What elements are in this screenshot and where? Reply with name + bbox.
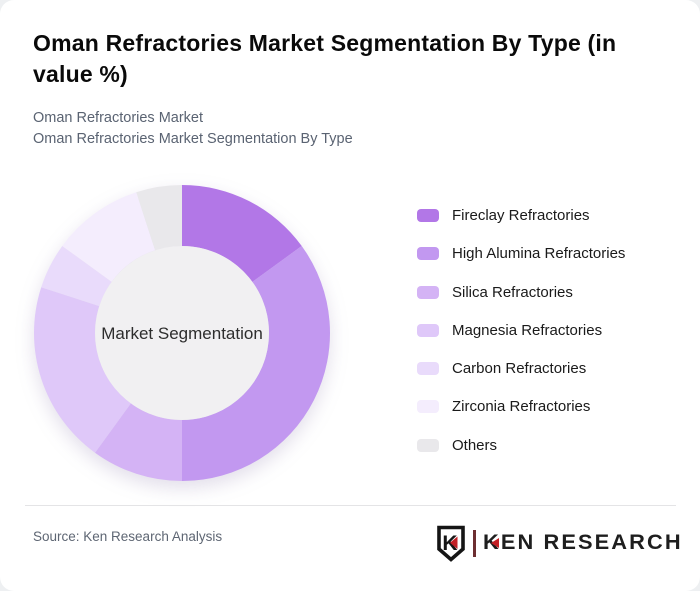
donut-chart: Market Segmentation	[33, 185, 330, 481]
subtitle-line-2: Oman Refractories Market Segmentation By…	[33, 131, 353, 147]
legend-item-silica-refractories: Silica Refractories	[417, 284, 625, 301]
donut-chart-area: Market Segmentation	[32, 183, 332, 483]
legend-item-others: Others	[417, 437, 625, 454]
legend-swatch-zirconia-refractories	[417, 400, 439, 414]
page-title: Oman Refractories Market Segmentation By…	[33, 30, 617, 87]
donut-segment-zirconia-refractories	[62, 192, 156, 282]
logo-text: KEN RESEARCH	[482, 531, 683, 554]
donut-segment-magnesia-refractories	[33, 287, 131, 453]
donut-center-circle	[95, 246, 269, 420]
legend-item-zirconia-refractories: Zirconia Refractories	[417, 398, 625, 415]
logo-divider	[472, 529, 476, 557]
legend-swatch-fireclay-refractories	[417, 209, 439, 222]
legend-label-carbon-refractories: Carbon Refractories	[452, 360, 587, 378]
ken-research-shield-icon: K	[437, 525, 465, 562]
legend-item-magnesia-refractories: Magnesia Refractories	[417, 322, 625, 339]
source-note: Source: Ken Research Analysis	[33, 529, 223, 544]
legend-label-fireclay-refractories: Fireclay Refractories	[452, 207, 590, 224]
ken-research-logo: K KEN RESEARCH	[436, 524, 681, 562]
legend-label-magnesia-refractories: Magnesia Refractories	[452, 321, 603, 339]
logo-red-triangle-icon	[490, 537, 499, 548]
legend-label-zirconia-refractories: Zirconia Refractories	[452, 398, 591, 416]
legend-swatch-silica-refractories	[417, 285, 439, 299]
legend-swatch-carbon-refractories	[417, 362, 439, 376]
legend-label-high-alumina-refractories: High Alumina Refractories	[452, 245, 626, 263]
donut-center-label: Market Segmentation	[101, 324, 263, 343]
legend-swatch-magnesia-refractories	[417, 323, 439, 337]
legend-item-fireclay-refractories: Fireclay Refractories	[417, 207, 625, 224]
legend-label-others: Others	[452, 436, 498, 454]
subtitle-line-1: Oman Refractories Market	[33, 110, 204, 126]
donut-segment-high-alumina-refractories	[182, 246, 330, 481]
legend-swatch-others	[417, 438, 439, 452]
donut-segment-fireclay-refractories	[182, 185, 302, 282]
logo-wordmark: KEN RESEARCH	[483, 531, 681, 555]
legend-swatch-high-alumina-refractories	[417, 247, 439, 261]
legend-label-silica-refractories: Silica Refractories	[452, 283, 573, 301]
svg-text:K: K	[442, 532, 457, 555]
donut-segment-others	[136, 185, 182, 251]
chart-subtitle: Oman Refractories Market Oman Refractori…	[33, 108, 353, 150]
donut-segment-carbon-refractories	[41, 246, 112, 307]
footer-divider	[25, 505, 676, 506]
chart-legend: Fireclay Refractories High Alumina Refrac…	[417, 207, 625, 475]
legend-item-high-alumina-refractories: High Alumina Refractories	[417, 245, 625, 262]
legend-item-carbon-refractories: Carbon Refractories	[417, 360, 625, 377]
donut-segment-silica-refractories	[95, 403, 182, 481]
